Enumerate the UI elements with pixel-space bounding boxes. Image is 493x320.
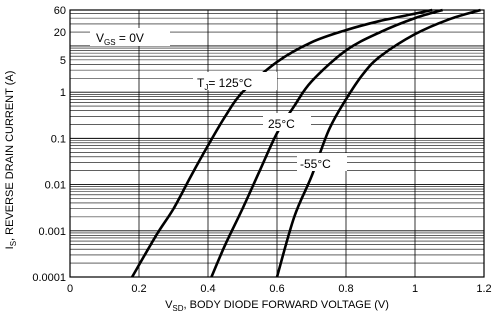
svg-text:-55°C: -55°C — [300, 157, 331, 171]
y-tick-label: 60 — [54, 5, 66, 17]
series-label-minus55: -55°C — [297, 153, 347, 171]
y-tick-label: 5 — [60, 55, 66, 67]
series-lines — [130, 8, 481, 278]
vgs-post: = 0V — [116, 31, 144, 45]
y-tick-label: 0.0001 — [32, 272, 66, 284]
x-tick-label: 0.8 — [338, 283, 353, 295]
series-line-2 — [275, 8, 481, 278]
tick-labels: 0 0.2 0.4 0.6 0.8 1 1.2 0.0001 0.001 0.01 0.1 1 5 20 6… — [32, 5, 491, 295]
x-tick-label: 0 — [67, 283, 73, 295]
y-tick-label: 0.001 — [38, 226, 66, 238]
series-label-125: TJ= 125°C — [193, 72, 277, 92]
plot-frame — [69, 9, 485, 278]
y-tick-label: 20 — [54, 27, 66, 39]
svg-text:TJ= 125°C: TJ= 125°C — [197, 76, 253, 92]
x-tick-label: 0.2 — [131, 283, 146, 295]
svg-text:25°C: 25°C — [268, 117, 295, 131]
x-axis-title: VSD, BODY DIODE FORWARD VOLTAGE (V) — [165, 299, 389, 313]
vgs-sub: GS — [104, 38, 116, 47]
x-tick-label: 0.4 — [200, 283, 215, 295]
vgs-annotation: VGS = 0V — [90, 28, 170, 47]
y-tick-label: 1 — [60, 87, 66, 99]
grid — [70, 9, 484, 278]
series-line-1 — [210, 8, 443, 278]
vgs-pre: V — [96, 31, 104, 45]
y-tick-label: 0.01 — [45, 180, 66, 192]
series-label-25: 25°C — [263, 113, 311, 131]
y-axis-title: IS, REVERSE DRAIN CURRENT (A) — [4, 71, 18, 250]
series-line-0 — [130, 8, 433, 278]
x-tick-label: 1 — [412, 283, 418, 295]
x-tick-label: 0.6 — [269, 283, 284, 295]
svg-text:VGS = 0V: VGS = 0V — [96, 31, 144, 47]
y-tick-label: 0.1 — [51, 133, 66, 145]
x-tick-label: 1.2 — [476, 283, 491, 295]
